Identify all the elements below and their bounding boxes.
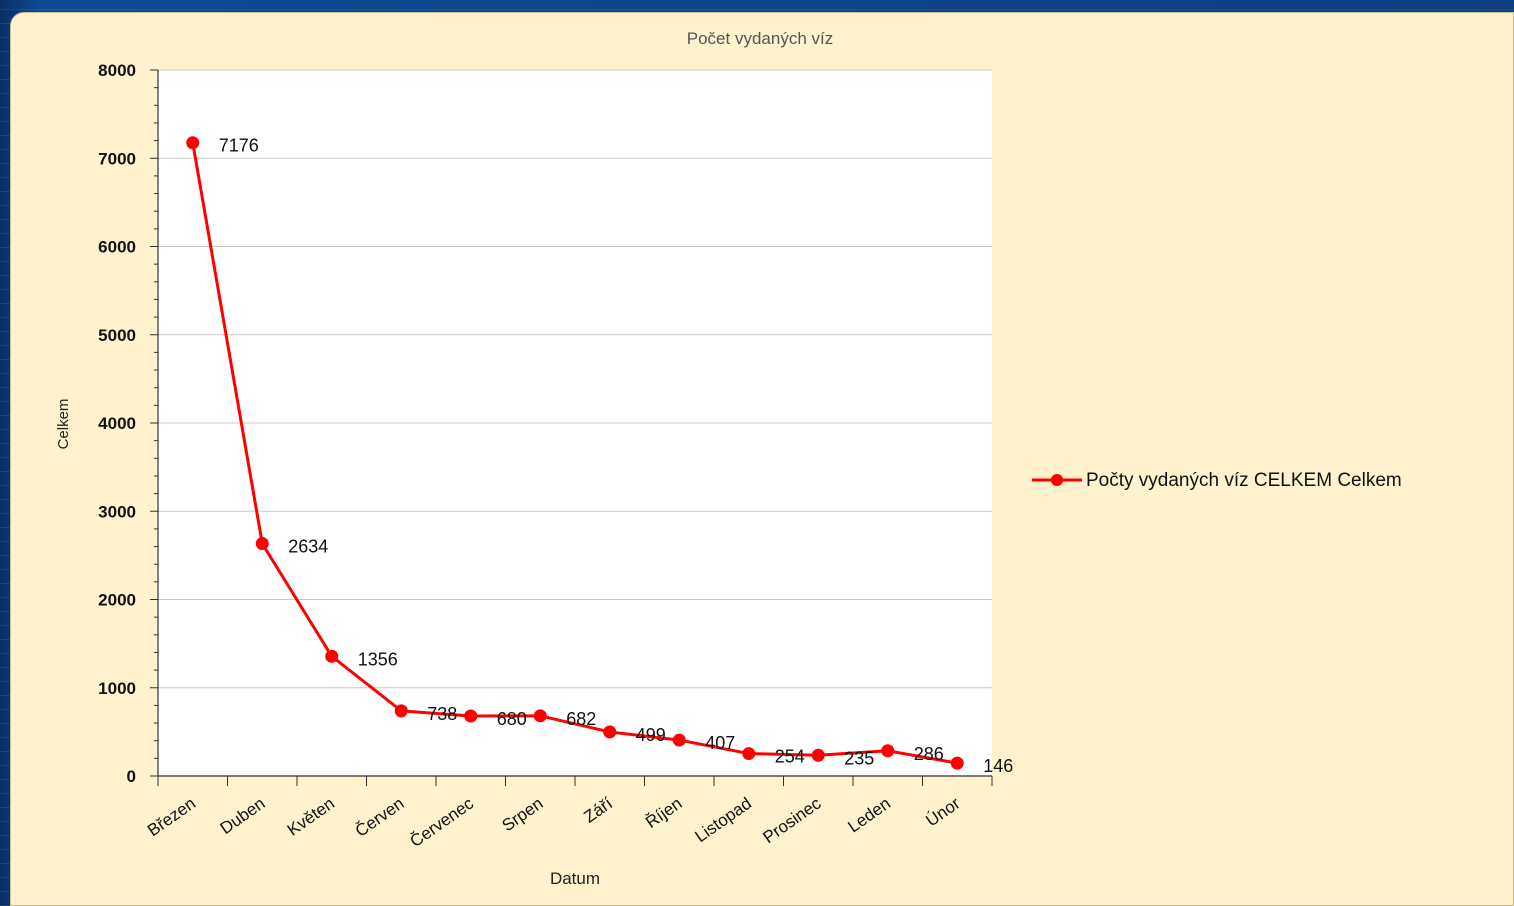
chart-title: Počet vydaných víz <box>687 29 833 48</box>
y-axis-title: Celkem <box>55 399 72 450</box>
data-point <box>881 744 895 758</box>
x-tick-label: Listopad <box>691 794 755 846</box>
data-point <box>464 709 478 723</box>
data-point <box>533 709 547 723</box>
x-tick-label: Březen <box>144 794 199 840</box>
data-point <box>325 649 339 663</box>
data-label: 680 <box>497 709 527 729</box>
data-label: 682 <box>566 709 596 729</box>
data-labels: 7176 2634 1356 738 680 682 499 407 254 235 286 146 <box>219 136 1014 776</box>
data-point <box>394 704 408 718</box>
legend-label: Počty vydaných víz CELKEM Celkem <box>1086 470 1402 491</box>
data-point <box>255 537 269 551</box>
y-tick-label: 1000 <box>98 679 136 698</box>
data-label: 286 <box>914 744 944 764</box>
data-point <box>742 747 756 761</box>
y-tick-label: 7000 <box>98 149 136 168</box>
data-point <box>603 725 617 739</box>
x-tick-label: Duben <box>217 794 269 838</box>
data-label: 407 <box>705 733 735 753</box>
data-label: 254 <box>775 747 805 767</box>
data-point <box>672 733 686 747</box>
x-tick-label: Prosinec <box>759 793 824 847</box>
y-tick-label: 0 <box>127 767 136 786</box>
y-tick-label: 5000 <box>98 326 136 345</box>
data-label: 1356 <box>358 649 398 669</box>
y-tick-label: 3000 <box>98 502 136 521</box>
x-tick-label: Srpen <box>498 794 546 836</box>
data-point <box>950 756 964 770</box>
data-label: 146 <box>983 756 1013 776</box>
x-tick-label: Říjen <box>642 794 685 832</box>
legend-marker-icon <box>1051 474 1063 486</box>
legend: Počty vydaných víz CELKEM Celkem <box>1032 470 1402 491</box>
y-axis-ticks: 0 1000 2000 3000 4000 5000 6000 7000 8000 <box>98 61 158 786</box>
data-point <box>811 748 825 762</box>
gridlines <box>158 69 992 689</box>
series-line <box>191 142 958 765</box>
y-tick-label: 8000 <box>98 61 136 80</box>
x-tick-label: Září <box>580 794 616 827</box>
data-label: 2634 <box>288 537 328 557</box>
x-tick-label: Květen <box>284 794 338 840</box>
x-tick-label: Únor <box>922 794 963 831</box>
x-tick-label: Červen <box>352 794 408 841</box>
series-group <box>186 136 964 770</box>
data-label: 7176 <box>219 136 259 156</box>
x-tick-label: Červenec <box>407 793 478 851</box>
y-tick-label: 4000 <box>98 414 136 433</box>
y-tick-label: 2000 <box>98 591 136 610</box>
data-label: 235 <box>844 748 874 768</box>
data-label: 499 <box>636 725 666 745</box>
x-axis-title: Datum <box>550 869 600 888</box>
y-tick-label: 6000 <box>98 238 136 257</box>
x-tick-label: Leden <box>844 794 894 837</box>
data-point <box>186 136 200 150</box>
data-label: 738 <box>427 704 457 724</box>
